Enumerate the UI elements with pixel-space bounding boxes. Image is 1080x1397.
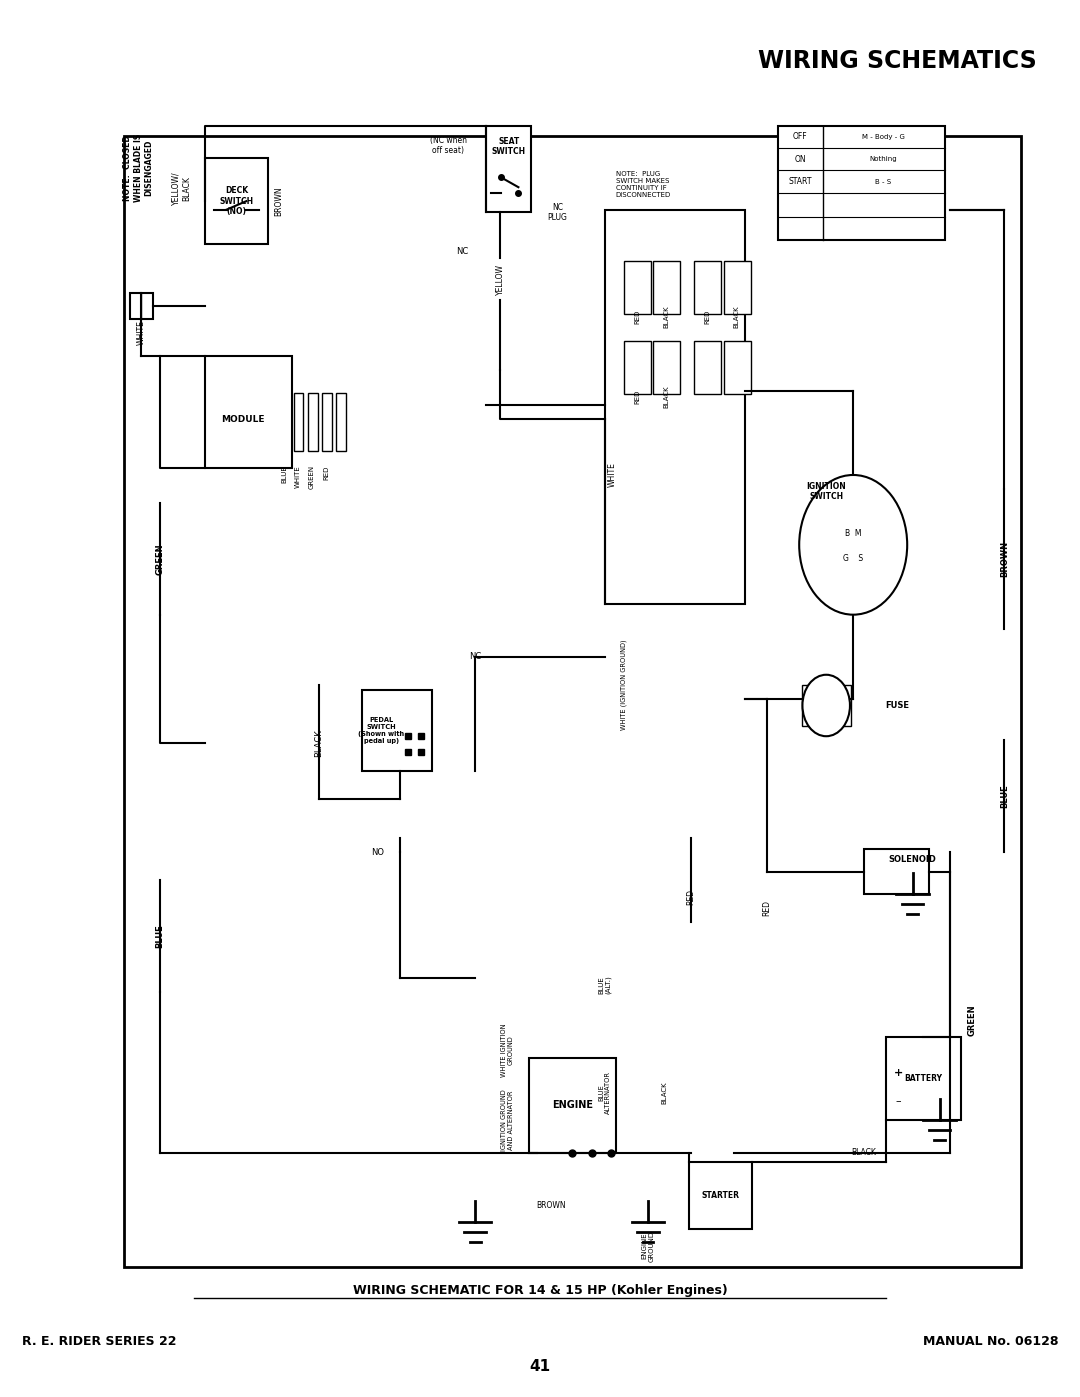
Bar (308, 393, 318, 451)
Text: BLACK: BLACK (663, 386, 670, 408)
Text: NC: NC (469, 652, 482, 661)
Text: +: + (894, 1067, 903, 1078)
Text: NC
PLUG: NC PLUG (548, 203, 567, 222)
Text: FUSE: FUSE (886, 701, 909, 710)
Bar (802, 685, 851, 726)
Circle shape (802, 675, 850, 736)
Bar (624, 341, 651, 394)
Text: RED: RED (687, 888, 696, 905)
Text: DECK
SWITCH
(NO): DECK SWITCH (NO) (219, 186, 254, 217)
Text: WIRING SCHEMATICS: WIRING SCHEMATICS (758, 49, 1037, 73)
Text: B  M: B M (845, 529, 862, 538)
Text: BROWN: BROWN (1000, 541, 1009, 577)
Text: MODULE: MODULE (221, 415, 265, 423)
Text: PEDAL
SWITCH
(Shown with
pedal up): PEDAL SWITCH (Shown with pedal up) (359, 717, 404, 745)
Text: GREEN: GREEN (968, 1004, 976, 1035)
Text: BLUE: BLUE (281, 465, 287, 483)
Text: ON: ON (795, 155, 806, 163)
Text: YELLOW: YELLOW (496, 264, 504, 295)
Text: RED: RED (634, 390, 640, 404)
Text: WHITE: WHITE (608, 462, 617, 488)
Text: BLUE
ALTERNATOR: BLUE ALTERNATOR (598, 1071, 611, 1113)
Text: MANUAL No. 06128: MANUAL No. 06128 (923, 1334, 1058, 1348)
Text: –: – (895, 1095, 902, 1106)
Bar (486, 126, 531, 212)
Bar (694, 261, 721, 314)
Bar (724, 341, 751, 394)
Text: WIRING SCHEMATIC FOR 14 & 15 HP (Kohler Engines): WIRING SCHEMATIC FOR 14 & 15 HP (Kohler … (353, 1284, 727, 1298)
Bar (694, 341, 721, 394)
Bar (130, 293, 153, 319)
Text: BLACK: BLACK (663, 306, 670, 328)
Bar (778, 126, 945, 240)
Text: M - Body - G: M - Body - G (862, 134, 905, 140)
Text: BLACK: BLACK (314, 729, 323, 757)
Bar (605, 210, 745, 604)
Bar (724, 261, 751, 314)
Text: RED: RED (762, 900, 771, 916)
Text: G    S: G S (843, 555, 863, 563)
Bar (205, 356, 292, 468)
Bar (294, 393, 303, 451)
Text: ENGINE: ENGINE (552, 1099, 593, 1111)
Bar (362, 690, 432, 771)
Text: NC: NC (456, 247, 469, 256)
Text: RED: RED (634, 310, 640, 324)
Text: IGNITION GROUND
AND ALTERNATOR: IGNITION GROUND AND ALTERNATOR (501, 1090, 514, 1151)
Text: STARTER: STARTER (701, 1192, 740, 1200)
Text: WHITE IGNITION
GROUND: WHITE IGNITION GROUND (501, 1024, 514, 1077)
Bar (864, 849, 929, 894)
Bar (336, 393, 346, 451)
Bar (624, 261, 651, 314)
Bar (886, 1037, 961, 1120)
Text: (NC when
off seat): (NC when off seat) (430, 136, 467, 155)
Text: BROWN: BROWN (274, 186, 283, 217)
Text: BLACK: BLACK (661, 1081, 667, 1104)
Text: BROWN: BROWN (536, 1201, 566, 1210)
Text: BLUE
(ALT.): BLUE (ALT.) (598, 975, 611, 995)
Text: WHITE (IGNITION GROUND): WHITE (IGNITION GROUND) (621, 640, 627, 729)
Text: YELLOW/
BLACK: YELLOW/ BLACK (172, 172, 191, 205)
Text: OFF: OFF (793, 133, 808, 141)
Text: SEAT
SWITCH: SEAT SWITCH (491, 137, 526, 156)
Text: BATTERY: BATTERY (904, 1074, 943, 1083)
Text: BLUE: BLUE (156, 923, 164, 949)
Text: NOTE:  CLOSED
WHEN BLADE IS
DISENGAGED: NOTE: CLOSED WHEN BLADE IS DISENGAGED (123, 134, 153, 201)
Text: NOTE:  PLUG
SWITCH MAKES
CONTINUITY IF
DISCONNECTED: NOTE: PLUG SWITCH MAKES CONTINUITY IF DI… (616, 170, 671, 198)
Bar (205, 158, 268, 244)
Text: WHITE: WHITE (295, 465, 301, 488)
Text: BLUE: BLUE (1000, 784, 1009, 809)
Text: BLACK: BLACK (733, 306, 740, 328)
Text: GREEN: GREEN (309, 465, 315, 489)
Text: Nothing: Nothing (869, 156, 897, 162)
Bar (124, 136, 1021, 1267)
Bar (529, 1058, 616, 1153)
Text: B - S: B - S (876, 179, 891, 184)
Text: START: START (788, 177, 812, 186)
Text: RED: RED (704, 310, 711, 324)
Text: BLACK: BLACK (851, 1148, 877, 1157)
Bar (322, 393, 332, 451)
Text: IGNITION
SWITCH: IGNITION SWITCH (807, 482, 846, 502)
Text: GREEN: GREEN (156, 543, 164, 574)
Text: ENGINE
GROUND: ENGINE GROUND (642, 1231, 654, 1261)
Text: WHITE: WHITE (137, 320, 146, 345)
Text: 41: 41 (529, 1359, 551, 1373)
Text: RED: RED (323, 465, 329, 479)
Text: SOLENOID: SOLENOID (889, 855, 936, 863)
Bar (653, 261, 680, 314)
Bar (653, 341, 680, 394)
Text: NO: NO (372, 848, 384, 856)
Circle shape (799, 475, 907, 615)
Text: R. E. RIDER SERIES 22: R. E. RIDER SERIES 22 (22, 1334, 176, 1348)
Bar (689, 1162, 752, 1229)
